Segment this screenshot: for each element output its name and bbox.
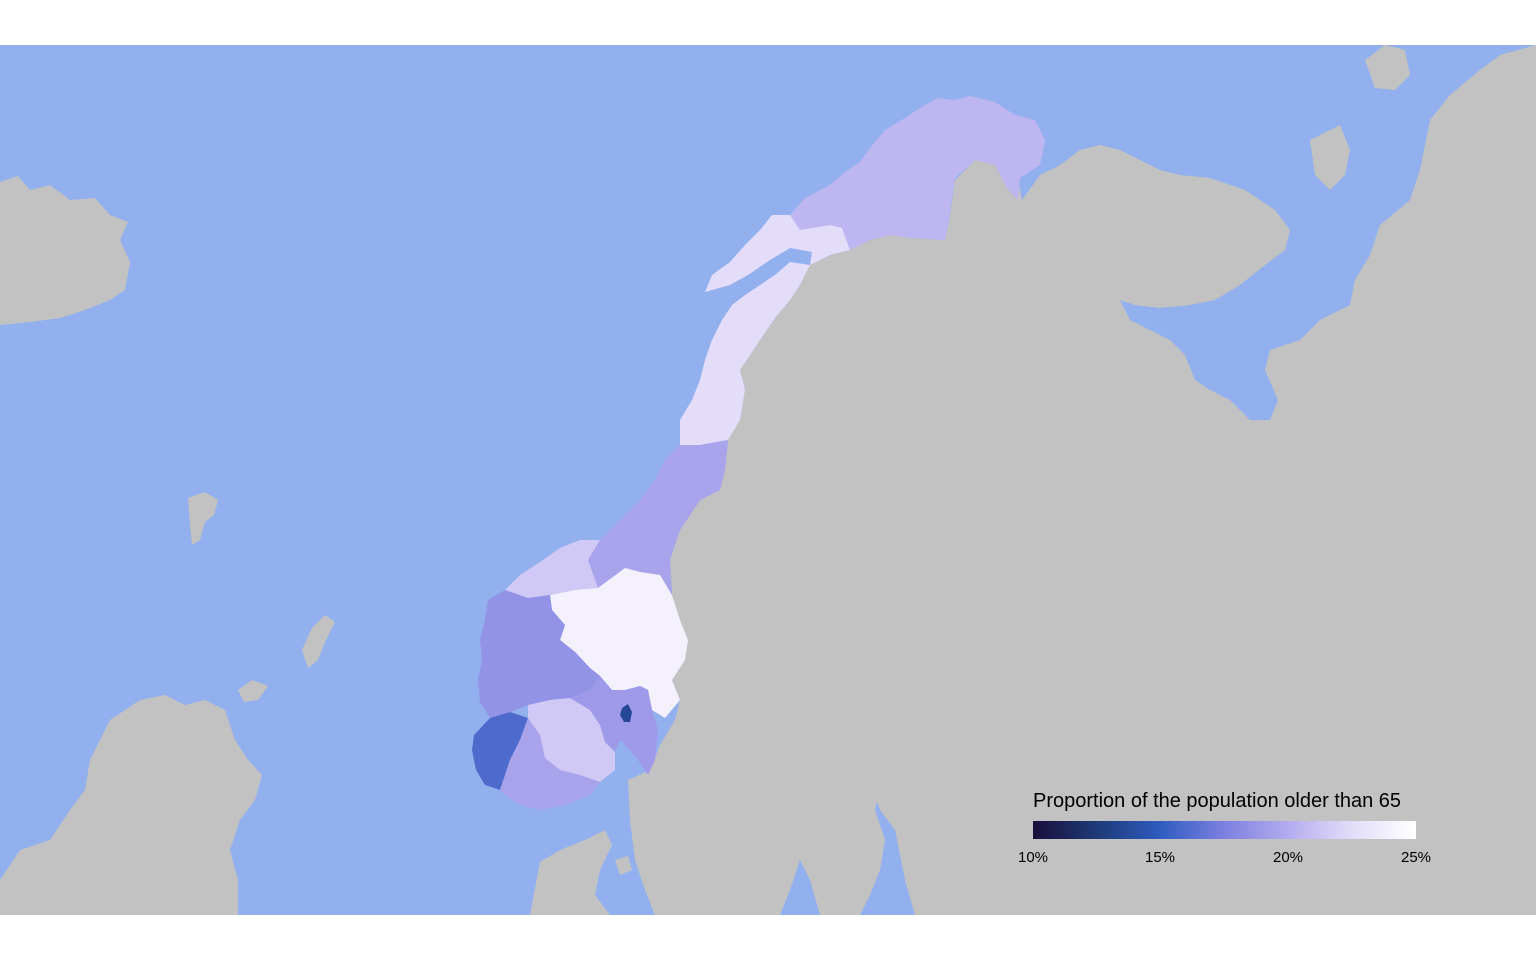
land-scotland <box>0 695 262 915</box>
region-trondelag <box>588 440 728 595</box>
region-troms <box>705 215 850 292</box>
legend-tick-20: 20% <box>1272 849 1304 866</box>
land-shetland <box>302 615 335 668</box>
land-iceland <box>0 176 130 325</box>
land-denmark-islands <box>615 856 632 875</box>
region-viken <box>570 676 658 775</box>
legend-tick-15: 15% <box>1144 849 1176 866</box>
legend-tick-25: 25% <box>1400 849 1432 866</box>
land-aland <box>860 692 925 712</box>
region-finnmark <box>790 96 1045 250</box>
land-kolguev <box>1365 45 1410 90</box>
region-rogaland <box>472 712 528 790</box>
land-kanin <box>1310 125 1350 190</box>
region-agder <box>500 718 600 810</box>
land-gotland <box>828 822 860 875</box>
legend-title: Proportion of the population older than … <box>1033 790 1402 812</box>
region-more-og-romsdal <box>505 540 600 598</box>
land-denmark <box>530 830 612 915</box>
region-innlandet <box>550 568 688 718</box>
land-estonia-islands <box>930 755 960 820</box>
land-scandinavia-east <box>628 45 1536 915</box>
land-orkney <box>238 680 268 702</box>
region-oslo <box>620 704 632 722</box>
region-nordland <box>680 262 810 445</box>
region-vestland <box>478 590 600 718</box>
region-vestfold-og-telemark <box>528 698 615 782</box>
norway-counties <box>472 96 1045 810</box>
land-masses <box>0 45 1536 915</box>
land-faroe <box>188 492 218 545</box>
legend-tick-10: 10% <box>1017 849 1049 866</box>
legend-colorbar <box>1033 821 1416 839</box>
